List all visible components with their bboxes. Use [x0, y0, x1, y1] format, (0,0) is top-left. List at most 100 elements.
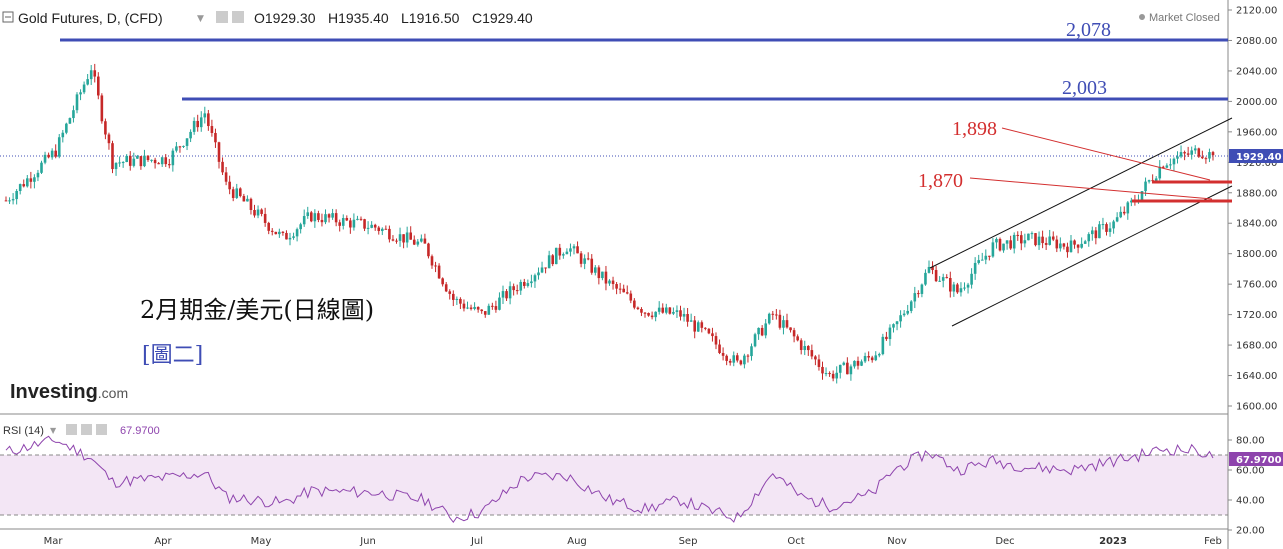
candle-body: [867, 356, 870, 358]
rsi-tick-label: 20.00: [1236, 526, 1265, 537]
candle-body: [185, 138, 189, 146]
level-2003-label: 2,003: [1062, 77, 1107, 99]
price-tick-label: 2000.00: [1236, 97, 1277, 108]
candle-body: [569, 248, 572, 252]
logo-brand: Investing: [10, 381, 98, 403]
candle-body: [107, 134, 111, 144]
candle-body: [409, 232, 412, 240]
pointer-1898-line: [1001, 127, 1211, 181]
level-1898-label: 1,898: [952, 118, 997, 140]
level-2078-label: 2,078: [1066, 19, 1111, 41]
candle-body: [874, 355, 878, 361]
candle-body: [1080, 243, 1083, 248]
candle-body: [11, 199, 15, 201]
candle-body: [547, 255, 551, 269]
candle-body: [143, 155, 146, 167]
time-tick-label: Oct: [787, 536, 804, 547]
candle-body: [356, 218, 359, 220]
candle-body: [427, 243, 430, 257]
candle-body: [814, 356, 817, 360]
candle-body: [395, 240, 398, 242]
candle-body: [476, 306, 480, 310]
candle-body: [789, 327, 792, 331]
time-tick-label: 2023: [1099, 536, 1127, 547]
price-axis: 2120.00 2080.00 2040.00 2000.00 1960.00 1920.…: [1228, 6, 1277, 413]
candle-body: [82, 84, 86, 93]
candle-body: [217, 142, 221, 162]
candle-body: [93, 70, 97, 77]
visibility-icon[interactable]: [216, 11, 228, 23]
candle-body: [459, 298, 462, 304]
candle-body: [654, 311, 657, 318]
candle-body: [590, 258, 594, 273]
price-tick-label: 1600.00: [1236, 402, 1277, 413]
candle-body: [288, 237, 292, 240]
rsi-settings-icon[interactable]: [81, 424, 92, 435]
candle-body: [1172, 158, 1176, 165]
candle-body: [430, 256, 434, 266]
candle-body: [1062, 243, 1066, 247]
candle-body: [260, 209, 263, 214]
candle-body: [881, 336, 885, 355]
candle-body: [899, 315, 902, 322]
candle-body: [725, 355, 728, 361]
candle-body: [977, 260, 980, 263]
candle-body: [214, 132, 217, 143]
candle-body: [441, 278, 444, 285]
candle-body: [1037, 236, 1041, 246]
candle-body: [746, 355, 750, 357]
time-tick-label: Dec: [995, 536, 1014, 547]
candle-body: [707, 328, 711, 334]
candle-body: [1126, 202, 1130, 214]
candle-body: [246, 198, 249, 202]
candle-body: [672, 311, 675, 314]
candle-body: [79, 92, 82, 95]
candle-body: [849, 366, 853, 375]
level-1870-label: 1,870: [918, 170, 963, 192]
candle-body: [771, 313, 775, 315]
candle-body: [920, 284, 924, 294]
price-tick-label: 2040.00: [1236, 66, 1277, 77]
rsi-tick-label: 40.00: [1236, 496, 1265, 507]
candle-body: [1027, 233, 1030, 241]
candle-body: [572, 246, 576, 249]
candle-body: [75, 94, 79, 111]
candle-body: [622, 288, 625, 293]
candle-body: [764, 323, 767, 336]
settings-icon[interactable]: [232, 11, 244, 23]
candle-body: [1041, 236, 1044, 244]
candle-body: [956, 284, 959, 293]
candle-body: [931, 266, 934, 271]
candle-body: [1012, 234, 1016, 249]
rsi-axis: 80.00 60.00 40.00 20.00: [1228, 436, 1265, 537]
price-tick-label: 1920.00: [1236, 158, 1277, 169]
candle-body: [523, 281, 526, 286]
rsi-visibility-icon[interactable]: [66, 424, 77, 435]
candle-body: [228, 181, 231, 190]
rsi-close-icon[interactable]: [96, 424, 107, 435]
candle-body: [313, 213, 317, 222]
candle-body: [487, 305, 491, 315]
candle-body: [963, 287, 966, 289]
overlay-title: 2月期金/美元(日線圖): [140, 296, 374, 324]
candle-body: [171, 150, 175, 166]
price-tick-label: 1800.00: [1236, 249, 1277, 260]
candle-body: [370, 224, 373, 228]
candle-body: [153, 159, 157, 164]
candle-body: [902, 313, 906, 316]
candle-body: [33, 177, 36, 182]
candle-body: [821, 366, 824, 374]
candle-body: [1094, 230, 1098, 239]
candle-body: [452, 293, 455, 300]
candle-body: [579, 253, 583, 264]
rsi-line: [5, 435, 1214, 524]
price-tick-label: 2080.00: [1236, 36, 1277, 47]
candle-body: [132, 158, 136, 166]
candle-body: [689, 320, 693, 322]
candle-body: [508, 286, 512, 299]
symbol-dropdown-icon[interactable]: ▼: [197, 14, 204, 24]
rsi-dropdown-icon[interactable]: ▼: [50, 426, 57, 435]
candle-body: [732, 355, 736, 363]
price-tick-label: 1640.00: [1236, 371, 1277, 382]
